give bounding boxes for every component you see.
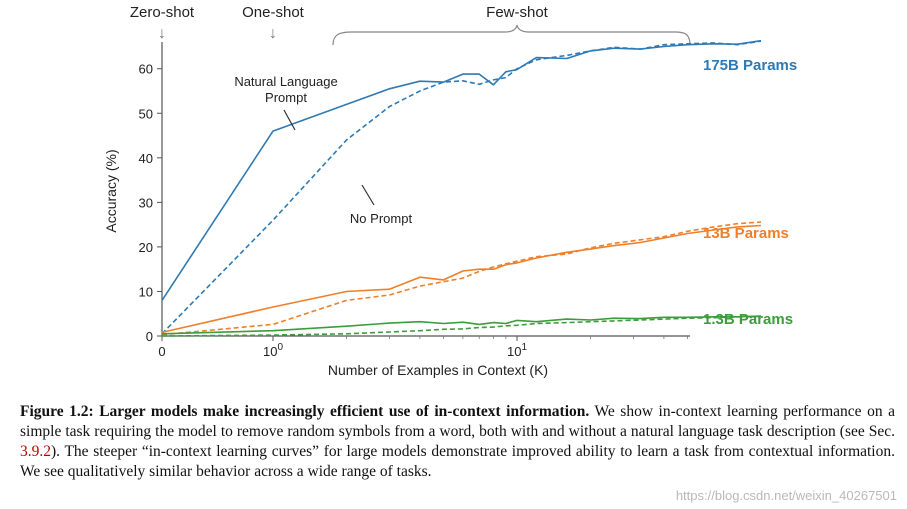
x-tick-exponent: 1: [521, 342, 527, 353]
series-line-1: [161, 40, 762, 335]
x-tick-label: 101: [507, 342, 527, 359]
watermark-url: https://blog.csdn.net/weixin_40267501: [675, 488, 897, 503]
y-tick-label: 20: [139, 240, 153, 255]
x-tick-label: 100: [263, 342, 283, 359]
y-axis-title: Accuracy (%): [103, 149, 119, 232]
natural-prompt-annotation-line1: Natural Language: [234, 74, 337, 89]
y-tick-label: 10: [139, 284, 153, 299]
x-tick-base: 0: [158, 344, 165, 359]
figure-chart: Zero-shot ↓ One-shot ↓ Few-shot 01020304…: [103, 4, 797, 378]
y-tick-label: 30: [139, 195, 153, 210]
x-tick-base: 10: [507, 344, 521, 359]
zero-shot-arrow: ↓: [158, 25, 166, 42]
series-line-3: [161, 221, 762, 336]
series-label-1-3b: 1.3B Params: [703, 311, 793, 328]
y-tick-label: 40: [139, 151, 153, 166]
x-tick-base: 10: [263, 344, 277, 359]
no-prompt-annotation: No Prompt: [350, 211, 413, 226]
y-tick-label: 60: [139, 62, 153, 77]
y-tick-label: 0: [146, 329, 153, 344]
few-shot-brace: [332, 24, 691, 46]
series-line-5: [161, 315, 762, 337]
few-shot-label: Few-shot: [486, 4, 549, 21]
one-shot-label: One-shot: [242, 4, 305, 21]
y-tick-label: 50: [139, 106, 153, 121]
caption-text-part2: ). The steeper “in-context learning curv…: [20, 443, 895, 480]
x-tick-exponent: 0: [277, 342, 283, 353]
x-tick-label: 0: [158, 344, 165, 359]
figure-caption: Figure 1.2: Larger models make increasin…: [20, 402, 895, 482]
caption-lead: Figure 1.2: Larger models make increasin…: [20, 403, 590, 420]
series-label-175b: 175B Params: [703, 57, 797, 74]
section-reference-link[interactable]: 3.9.2: [20, 443, 51, 460]
x-axis-title: Number of Examples in Context (K): [328, 362, 548, 378]
no-prompt-pointer: [361, 184, 375, 206]
natural-prompt-pointer: [283, 109, 296, 131]
series-line-2: [161, 224, 762, 334]
zero-shot-label: Zero-shot: [130, 4, 195, 21]
caption-text-part1: We show in-context learning performance …: [20, 403, 895, 440]
natural-prompt-annotation-line2: Prompt: [265, 90, 307, 105]
series-label-13b: 13B Params: [703, 225, 789, 242]
one-shot-arrow: ↓: [269, 25, 277, 42]
series-line-4: [161, 315, 762, 335]
